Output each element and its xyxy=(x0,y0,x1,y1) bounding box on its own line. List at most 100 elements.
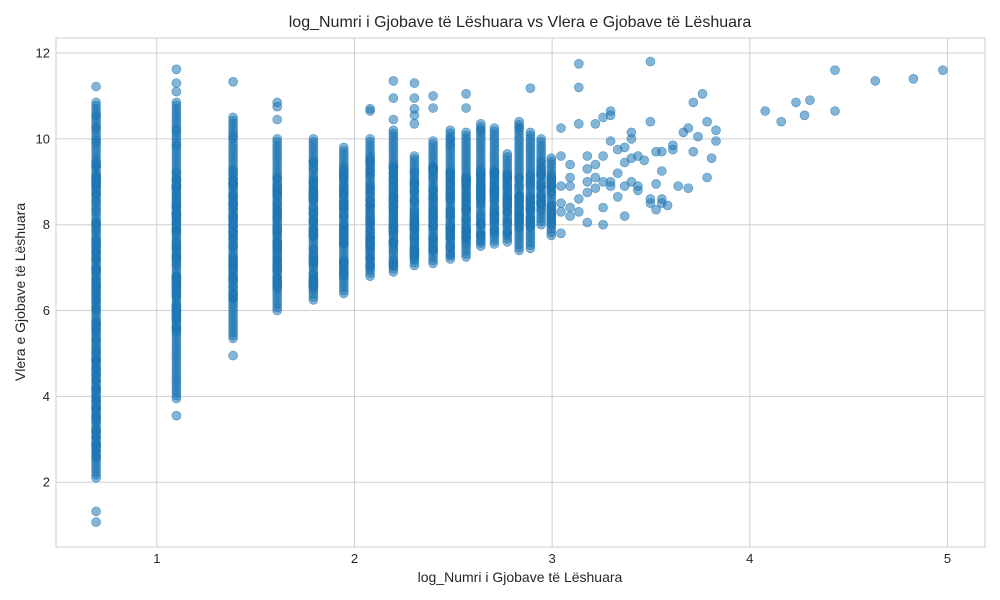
data-point xyxy=(409,180,420,190)
data-point xyxy=(365,224,375,234)
data-point xyxy=(619,211,630,221)
data-point xyxy=(428,166,438,177)
data-point xyxy=(556,123,566,133)
data-point xyxy=(272,210,283,220)
x-tick-label: 3 xyxy=(549,551,556,566)
data-point xyxy=(461,174,471,185)
data-point xyxy=(365,104,375,114)
data-point xyxy=(502,215,513,226)
data-point xyxy=(590,172,601,183)
data-point xyxy=(645,56,656,67)
data-point xyxy=(365,195,375,206)
data-point xyxy=(645,116,656,127)
data-point xyxy=(525,217,536,228)
data-point xyxy=(590,119,601,129)
data-point xyxy=(308,269,319,279)
data-point xyxy=(688,146,699,157)
data-point xyxy=(388,190,399,201)
data-point xyxy=(272,134,283,144)
data-point xyxy=(428,136,438,146)
data-point xyxy=(428,216,438,226)
data-point xyxy=(475,199,486,209)
y-tick-label: 4 xyxy=(43,389,50,404)
data-point xyxy=(388,236,399,246)
data-point xyxy=(365,167,375,177)
data-point xyxy=(556,207,566,217)
data-point xyxy=(91,264,101,275)
data-point xyxy=(830,65,840,75)
data-point xyxy=(338,257,349,267)
data-point xyxy=(308,208,319,219)
data-point xyxy=(475,230,486,241)
data-point xyxy=(171,228,182,238)
data-point xyxy=(338,268,349,279)
data-point xyxy=(605,136,616,146)
x-tick-label: 5 xyxy=(944,551,951,566)
data-point xyxy=(338,173,349,184)
data-point xyxy=(573,194,584,204)
data-point xyxy=(799,110,810,121)
data-point xyxy=(228,232,238,243)
data-point xyxy=(656,146,667,157)
data-point xyxy=(688,97,699,108)
data-point xyxy=(428,234,438,245)
data-point xyxy=(668,144,678,155)
data-point xyxy=(475,183,486,194)
data-point xyxy=(502,173,513,184)
data-point xyxy=(536,165,546,176)
data-point xyxy=(573,82,584,93)
data-point xyxy=(171,242,182,252)
data-point xyxy=(582,151,593,161)
data-point xyxy=(683,123,694,133)
data-point xyxy=(546,174,557,184)
data-point xyxy=(651,204,661,215)
data-point xyxy=(171,78,182,88)
data-point xyxy=(91,403,101,413)
data-point xyxy=(582,217,593,228)
data-point xyxy=(308,174,319,185)
data-point xyxy=(536,205,546,215)
data-point xyxy=(556,151,566,161)
y-tick-label: 10 xyxy=(36,131,50,146)
data-point xyxy=(171,410,182,421)
data-point xyxy=(525,205,536,216)
data-point xyxy=(791,97,801,108)
data-point xyxy=(573,207,584,217)
data-point xyxy=(91,205,101,215)
data-point xyxy=(612,168,623,178)
data-point xyxy=(908,74,919,84)
data-point xyxy=(91,253,101,264)
data-point xyxy=(525,127,536,138)
data-point xyxy=(171,97,182,108)
data-point xyxy=(228,77,238,87)
data-point xyxy=(409,119,420,129)
data-point xyxy=(598,202,608,213)
data-point xyxy=(91,355,101,365)
x-tick-label: 2 xyxy=(351,551,358,566)
data-point xyxy=(91,234,101,245)
data-point xyxy=(711,136,721,146)
grid-lines xyxy=(56,38,985,547)
data-point xyxy=(565,202,575,213)
data-point xyxy=(428,91,438,101)
data-point xyxy=(776,116,787,127)
data-point xyxy=(645,198,656,208)
data-point xyxy=(272,238,283,248)
data-point xyxy=(228,289,238,300)
data-point xyxy=(409,151,420,161)
data-point xyxy=(598,151,608,161)
data-point xyxy=(91,292,101,303)
data-point xyxy=(228,178,238,188)
data-point xyxy=(546,153,557,163)
data-point xyxy=(445,171,456,182)
data-point xyxy=(409,206,420,216)
data-point xyxy=(91,161,101,171)
data-point xyxy=(938,65,948,75)
data-point xyxy=(409,196,420,207)
data-point xyxy=(445,211,456,221)
data-point xyxy=(171,64,182,75)
data-point xyxy=(702,172,712,183)
data-point xyxy=(445,125,456,136)
chart-title: log_Numri i Gjobave të Lëshuara vs Vlera… xyxy=(289,14,752,31)
data-point xyxy=(565,181,575,191)
